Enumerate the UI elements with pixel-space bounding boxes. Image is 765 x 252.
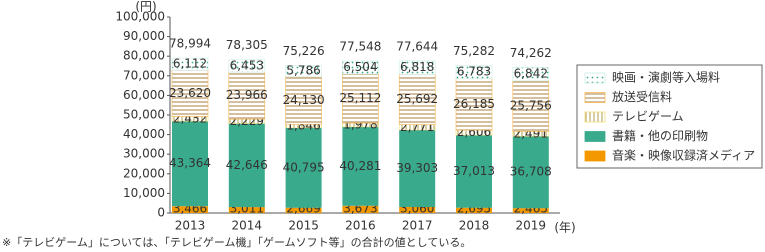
value-label: 25,692 [396, 92, 438, 106]
bar-segment [228, 207, 265, 213]
y-tick-label: 0 [157, 206, 165, 220]
value-label: 39,303 [396, 161, 438, 175]
total-label: 77,644 [396, 39, 438, 53]
bar-segment [512, 208, 549, 213]
y-tick-label: 90,000 [123, 29, 165, 43]
value-label: 23,966 [226, 88, 268, 102]
value-label: 40,795 [283, 160, 325, 174]
value-label: 6,818 [400, 60, 434, 74]
bar-segment [342, 60, 379, 75]
x-tick-label: 2014 [232, 219, 263, 233]
bar-segment [285, 65, 322, 78]
value-label: 23,620 [169, 86, 211, 100]
value-label: 6,783 [457, 65, 491, 79]
bar-segment [228, 59, 266, 73]
bar-segment [456, 135, 492, 208]
legend-swatch [584, 92, 606, 103]
bar-segment [455, 78, 493, 131]
legend-label: 放送受信料 [612, 89, 672, 104]
bar-segment [228, 71, 266, 120]
legend-swatch [584, 150, 606, 162]
x-tick-label: 2013 [175, 219, 206, 233]
legend-label: 映画・演劇等入場料 [612, 70, 720, 85]
legend-label: 音楽・映像収録済メディア [612, 148, 755, 163]
value-label: 24,130 [283, 93, 325, 107]
x-tick-label: 2018 [459, 219, 490, 233]
legend-box [576, 64, 763, 169]
y-tick-label: 60,000 [123, 88, 165, 102]
value-label: 6,504 [343, 60, 377, 74]
legend-swatch [584, 131, 606, 142]
value-label: 43,364 [169, 156, 211, 170]
bar-segment [228, 123, 265, 208]
bar-segment [172, 206, 208, 213]
y-tick-label: 10,000 [123, 186, 165, 200]
y-tick-label: 50,000 [123, 108, 165, 122]
bar-segment [285, 127, 322, 208]
y-tick-label: 70,000 [123, 68, 165, 82]
value-label: 42,646 [226, 158, 268, 172]
bar-segment [399, 207, 436, 213]
total-label: 75,282 [453, 44, 495, 58]
total-label: 75,226 [283, 44, 325, 58]
x-tick-label: 2019 [516, 219, 547, 233]
total-label: 78,305 [226, 38, 268, 52]
bar-segment [512, 136, 549, 209]
total-label: 77,548 [339, 40, 381, 54]
footnote: ※「テレビゲーム」については、「テレビゲーム機」「ゲームソフト等」の合計の値とし… [2, 235, 471, 249]
y-tick-label: 100,000 [115, 10, 165, 24]
legend-swatch [584, 111, 606, 123]
bar-segment [398, 60, 436, 75]
bar-segment [285, 76, 322, 125]
bar-segment [172, 121, 208, 207]
x-tick-label: 2015 [288, 219, 319, 233]
bar-segment [342, 205, 379, 213]
value-label: 6,842 [514, 67, 548, 81]
bar-segment [342, 126, 379, 206]
x-tick-label: 2017 [402, 219, 433, 233]
value-label: 36,708 [510, 165, 552, 179]
value-label: 5,786 [286, 64, 320, 78]
y-tick-label: 20,000 [123, 166, 165, 180]
total-label: 74,262 [510, 46, 552, 60]
y-tick-label: 40,000 [123, 127, 165, 141]
bar-segment [456, 207, 492, 213]
value-label: 37,013 [453, 164, 495, 178]
bar-segment [512, 67, 550, 82]
legend-label: テレビゲーム [612, 110, 684, 124]
bar-segment [398, 73, 436, 125]
value-label: 6,453 [230, 58, 264, 72]
bar-segment [171, 57, 209, 71]
bar-segment [399, 129, 436, 208]
value-label: 25,112 [339, 91, 381, 105]
bar-segment [285, 207, 322, 213]
value-label: 40,281 [339, 159, 381, 173]
legend-label: 書籍・他の印刷物 [612, 128, 708, 143]
y-tick-label: 30,000 [123, 147, 165, 161]
x-unit: (年) [554, 221, 575, 235]
bar-segment [455, 65, 493, 80]
x-tick-label: 2016 [345, 219, 376, 233]
y-unit: (円) [135, 0, 156, 14]
legend-swatch [584, 72, 606, 84]
value-label: 25,756 [510, 99, 552, 113]
value-label: 6,112 [173, 57, 207, 71]
bar-segment [171, 69, 209, 117]
value-label: 26,185 [453, 97, 495, 111]
y-tick-label: 80,000 [123, 49, 165, 63]
total-label: 78,994 [169, 37, 211, 51]
